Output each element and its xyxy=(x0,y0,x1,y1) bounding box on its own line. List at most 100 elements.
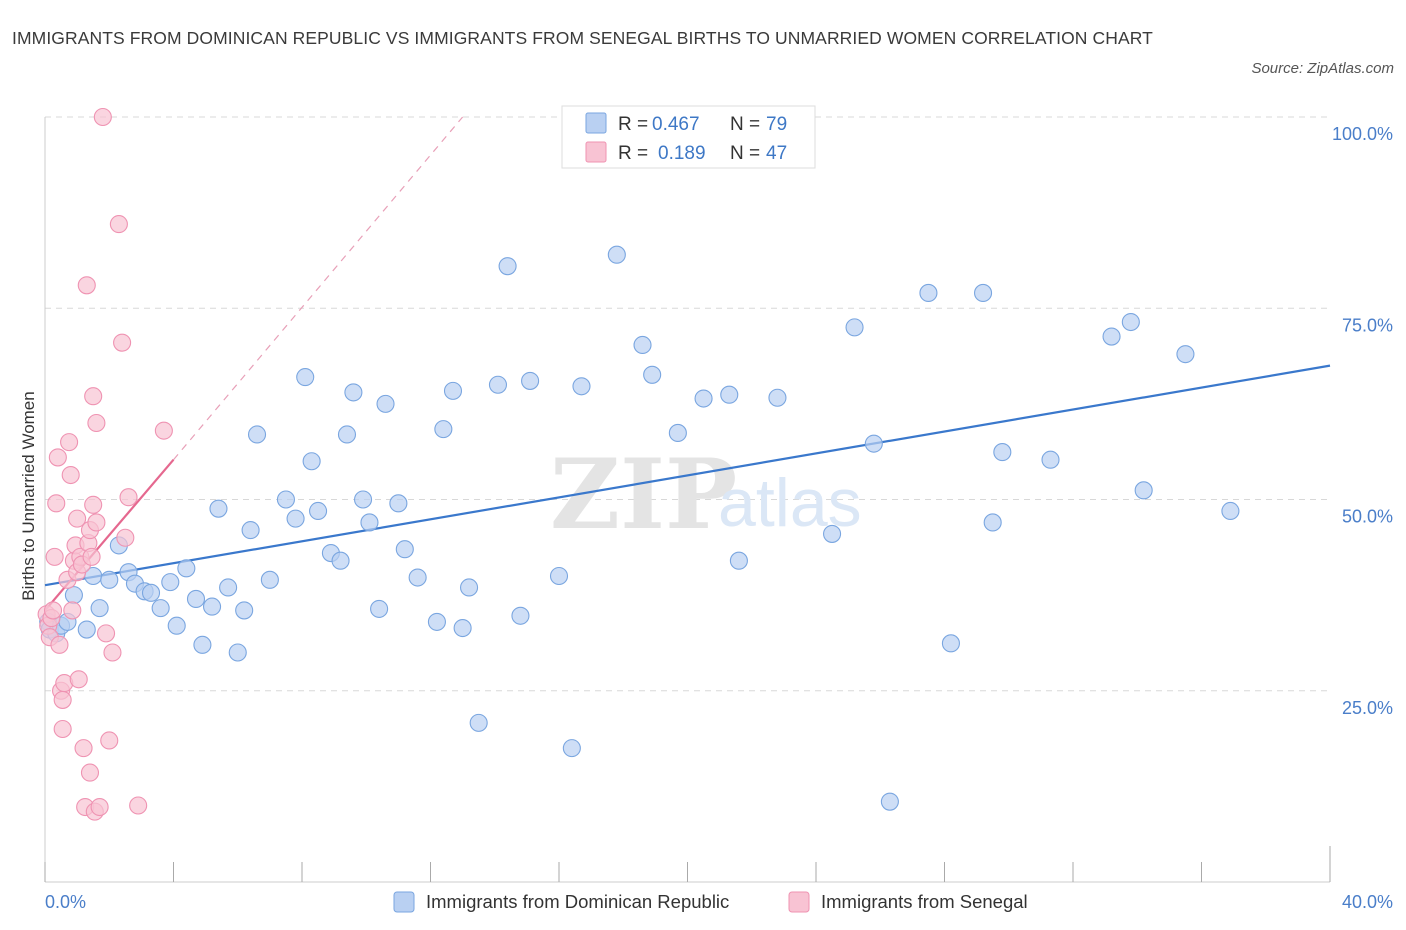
point-dominican-8 xyxy=(90,599,109,618)
point-dominican-14 xyxy=(141,583,161,602)
series-legend-label-pink: Immigrants from Senegal xyxy=(821,891,1028,912)
point-dominican-55 xyxy=(549,566,569,586)
point-senegal-33 xyxy=(87,513,106,532)
legend-n-label-pink: N = xyxy=(730,143,760,164)
series-legend: Immigrants from Dominican Republic Immig… xyxy=(393,891,1028,913)
point-dominican-5 xyxy=(64,586,83,605)
point-dominican-64 xyxy=(729,551,748,570)
point-dominican-19 xyxy=(186,589,206,609)
point-dominican-48 xyxy=(453,618,472,638)
series-legend-swatch-blue xyxy=(393,891,415,913)
point-dominican-61 xyxy=(668,423,687,442)
y-tick-label-3: 100.0% xyxy=(1332,124,1393,144)
point-dominican-46 xyxy=(434,420,453,439)
point-dominican-54 xyxy=(521,371,540,390)
legend-r-label-pink: R = xyxy=(618,143,648,164)
point-dominican-17 xyxy=(167,616,186,635)
point-dominican-30 xyxy=(286,509,305,528)
point-senegal-31 xyxy=(84,387,103,406)
trend-line-senegal-extension xyxy=(173,116,464,461)
point-dominican-15 xyxy=(151,599,170,618)
point-senegal-12 xyxy=(53,719,72,739)
series-senegal-points xyxy=(37,107,173,821)
point-dominican-21 xyxy=(203,597,222,616)
point-dominican-69 xyxy=(880,792,899,811)
source-note: Source: ZipAtlas.com xyxy=(1251,60,1394,77)
point-dominican-23 xyxy=(219,578,238,597)
point-senegal-42 xyxy=(113,333,132,352)
series-legend-swatch-pink xyxy=(788,891,810,913)
y-axis-title: Births to Unmarried Women xyxy=(19,391,38,600)
tick-labels: 25.0% 50.0% 75.0% 100.0% 0.0% 40.0% xyxy=(45,124,1393,912)
point-dominican-45 xyxy=(427,612,446,631)
point-senegal-6 xyxy=(47,494,66,513)
point-dominican-6 xyxy=(77,620,96,639)
point-dominican-60 xyxy=(643,365,662,384)
point-dominican-24 xyxy=(228,643,247,662)
point-dominican-43 xyxy=(395,540,414,559)
point-dominican-59 xyxy=(633,335,652,355)
legend-swatch-blue xyxy=(585,112,607,134)
point-dominican-39 xyxy=(360,513,379,532)
point-dominican-50 xyxy=(469,713,488,732)
point-dominican-20 xyxy=(193,635,212,654)
point-dominican-18 xyxy=(177,559,196,578)
point-senegal-10 xyxy=(53,690,72,709)
point-dominican-44 xyxy=(408,568,427,587)
legend-n-value-pink: 47 xyxy=(766,143,787,164)
point-dominican-38 xyxy=(353,490,373,509)
point-senegal-24 xyxy=(74,739,93,758)
point-dominican-36 xyxy=(337,425,357,444)
point-senegal-38 xyxy=(96,624,116,643)
point-senegal-30 xyxy=(82,547,101,566)
point-dominican-77 xyxy=(1121,312,1140,332)
point-senegal-7 xyxy=(48,448,67,467)
point-dominican-57 xyxy=(572,377,591,396)
point-senegal-46 xyxy=(154,421,173,440)
legend-n-label-blue: N = xyxy=(730,114,760,135)
point-dominican-32 xyxy=(302,452,321,471)
point-dominican-70 xyxy=(919,283,938,303)
point-dominican-74 xyxy=(993,443,1012,462)
point-senegal-44 xyxy=(119,488,138,507)
watermark-atlas: atlas xyxy=(718,465,862,541)
point-senegal-37 xyxy=(93,107,112,127)
x-tick-label-1: 40.0% xyxy=(1342,892,1393,912)
point-dominican-27 xyxy=(247,425,267,444)
point-senegal-36 xyxy=(87,413,106,433)
point-dominican-62 xyxy=(694,389,713,408)
point-senegal-45 xyxy=(129,796,148,815)
point-dominican-29 xyxy=(276,490,295,509)
point-senegal-20 xyxy=(68,509,87,528)
point-dominican-42 xyxy=(389,494,408,513)
point-dominican-37 xyxy=(344,383,363,402)
point-dominican-25 xyxy=(235,601,254,620)
y-tick-label-0: 25.0% xyxy=(1342,698,1393,718)
point-dominican-53 xyxy=(511,606,530,625)
point-senegal-35 xyxy=(84,495,103,514)
gridlines xyxy=(45,116,1330,692)
stats-legend: R = 0.467 N = 79 R = 0.189 N = 47 xyxy=(561,105,816,169)
point-dominican-47 xyxy=(443,381,463,400)
point-senegal-40 xyxy=(103,643,122,662)
point-dominican-72 xyxy=(973,283,993,303)
point-dominican-66 xyxy=(823,524,842,543)
point-senegal-15 xyxy=(61,465,80,485)
point-dominican-67 xyxy=(845,318,864,337)
point-dominican-51 xyxy=(488,375,508,394)
point-dominican-49 xyxy=(459,578,479,597)
point-dominican-75 xyxy=(1041,450,1060,469)
point-dominican-9 xyxy=(100,570,119,589)
legend-n-value-blue: 79 xyxy=(766,114,787,135)
point-senegal-8 xyxy=(50,635,69,654)
point-dominican-22 xyxy=(209,499,228,518)
point-dominican-58 xyxy=(607,245,626,264)
point-dominican-31 xyxy=(296,368,315,387)
point-dominican-16 xyxy=(161,573,180,592)
point-senegal-14 xyxy=(60,433,79,452)
point-senegal-26 xyxy=(77,276,96,295)
x-tick-label-0: 0.0% xyxy=(45,892,86,912)
point-dominican-79 xyxy=(1176,345,1195,364)
point-dominican-63 xyxy=(720,385,739,404)
